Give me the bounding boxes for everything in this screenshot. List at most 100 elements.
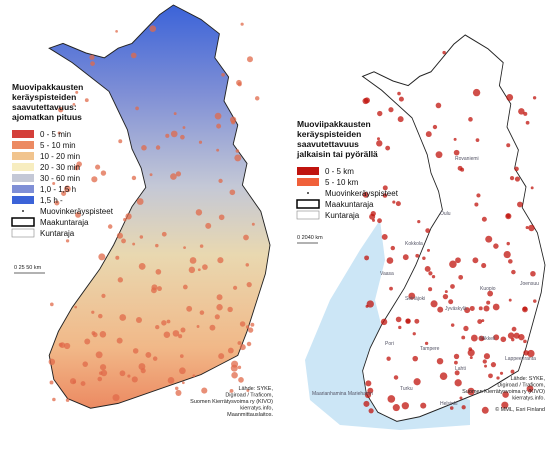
- collection-area: [526, 385, 534, 393]
- collection-area: [135, 106, 139, 111]
- collection-area: [508, 259, 513, 264]
- collection-area: [180, 134, 185, 140]
- collection-area: [472, 88, 481, 97]
- collection-area: [201, 387, 208, 394]
- sea: [305, 220, 470, 430]
- collection-area: [398, 96, 404, 102]
- collection-area: [243, 234, 249, 241]
- collection-area: [417, 219, 421, 224]
- collection-area: [155, 145, 161, 150]
- collection-area: [49, 380, 54, 385]
- legend-label: 0 - 5 km: [325, 167, 354, 176]
- collection-area: [424, 265, 431, 272]
- collection-area: [132, 348, 139, 354]
- collection-area: [138, 262, 146, 270]
- collection-area: [365, 380, 372, 387]
- source: kierratys.info,: [240, 406, 273, 412]
- collection-area: [412, 332, 416, 336]
- collection-area: [503, 250, 511, 259]
- collection-area: [221, 72, 225, 77]
- collection-area: [432, 124, 438, 130]
- collection-area: [484, 364, 488, 368]
- collection-area: [117, 277, 124, 283]
- collection-area: [492, 303, 500, 311]
- collection-area: [97, 376, 103, 382]
- labels: Muovipakkaustenkeräyspisteidensaavutetta…: [11, 82, 545, 418]
- collection-area: [90, 61, 95, 66]
- collection-area: [511, 337, 515, 342]
- collection-area: [528, 224, 535, 232]
- collection-area: [514, 166, 519, 172]
- collection-area: [508, 298, 512, 302]
- collection-area: [505, 213, 512, 220]
- collection-area: [192, 374, 196, 378]
- place-label: Vaasa: [380, 271, 394, 277]
- collection-area: [91, 310, 95, 314]
- collection-area: [246, 56, 253, 63]
- collection-area: [511, 269, 516, 275]
- collection-area: [506, 241, 510, 246]
- legend-swatch: [12, 174, 34, 182]
- collection-area: [428, 271, 433, 276]
- collection-area: [91, 331, 96, 336]
- collection-area: [461, 335, 466, 340]
- legend-label: Maakuntaraja: [325, 200, 374, 209]
- collection-area: [186, 305, 193, 312]
- legend-label: 5 - 10 min: [40, 141, 76, 150]
- legend-title: saavutettavuus: [297, 139, 359, 149]
- collection-area: [65, 239, 70, 243]
- collection-area: [377, 110, 383, 117]
- collection-area: [180, 327, 186, 333]
- collection-area: [239, 321, 246, 327]
- collection-area: [459, 396, 463, 400]
- collection-area: [464, 307, 471, 314]
- collection-area: [231, 371, 238, 379]
- collection-area: [364, 255, 370, 261]
- place-label: Helsinki: [440, 401, 458, 407]
- collection-area: [119, 314, 127, 321]
- collection-area: [392, 404, 400, 412]
- collection-area: [82, 361, 89, 367]
- collection-area: [442, 50, 446, 55]
- place-label: Lappeenranta: [505, 356, 536, 362]
- collection-area: [172, 330, 180, 337]
- collection-area: [231, 120, 236, 125]
- collection-area: [389, 286, 393, 291]
- collection-area: [116, 232, 124, 239]
- collection-area: [431, 275, 436, 279]
- source: Lähde: SYKE,: [510, 376, 545, 382]
- collection-area: [425, 131, 432, 138]
- collection-area: [170, 173, 177, 180]
- collection-area: [366, 300, 374, 308]
- scale-label: 0 2040 km: [297, 235, 323, 241]
- collection-area: [481, 406, 489, 414]
- collection-area: [386, 356, 391, 361]
- collection-area: [533, 299, 537, 303]
- source: Digiroad / Traficom,: [225, 393, 273, 399]
- collection-area: [240, 22, 244, 26]
- place-label: Maarianhamina Mariehamn: [312, 391, 373, 397]
- legend-label: 10 - 20 min: [40, 152, 80, 161]
- collection-area: [363, 97, 370, 104]
- collection-area: [91, 176, 98, 183]
- collection-area: [395, 316, 402, 323]
- collection-area: [444, 290, 448, 294]
- legend-label: Maakuntaraja: [40, 218, 89, 227]
- collection-area: [493, 243, 499, 249]
- collection-area: [449, 406, 454, 410]
- collection-area: [61, 190, 67, 196]
- collection-area: [414, 318, 420, 324]
- collection-area: [115, 29, 118, 33]
- legend-swatch: [296, 199, 320, 209]
- collection-area: [254, 96, 260, 101]
- collection-area: [125, 213, 132, 220]
- collection-area: [490, 362, 497, 368]
- collection-area: [368, 408, 374, 414]
- collection-area: [54, 200, 60, 206]
- collection-area: [525, 120, 530, 125]
- collection-area: [115, 255, 120, 260]
- source: kierratys.info.: [512, 396, 545, 402]
- legend-title: saavutettavuus:: [12, 102, 77, 112]
- collection-area: [493, 334, 500, 341]
- collection-area: [151, 287, 157, 294]
